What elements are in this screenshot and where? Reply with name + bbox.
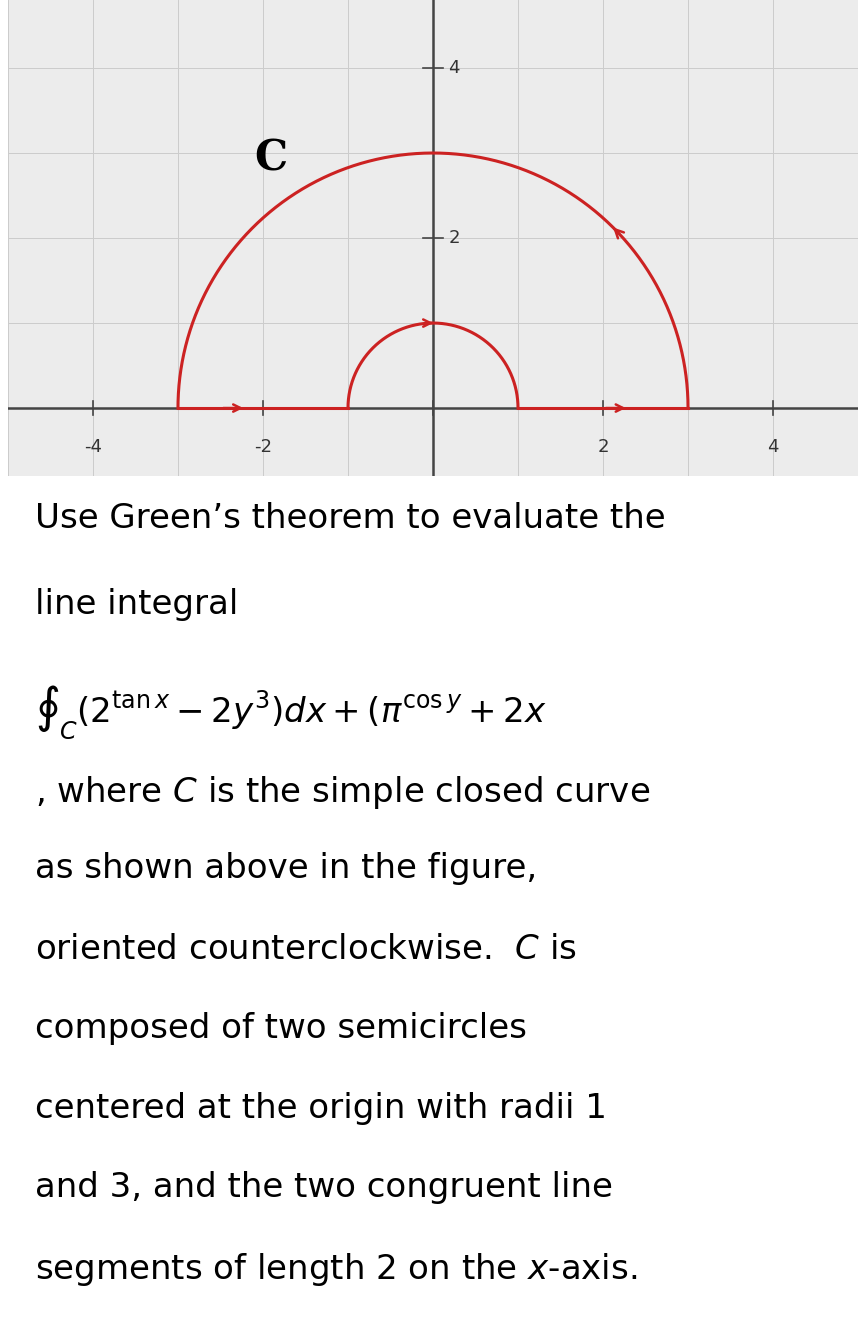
Text: as shown above in the figure,: as shown above in the figure, (35, 853, 537, 885)
Text: Use Green’s theorem to evaluate the: Use Green’s theorem to evaluate the (35, 502, 665, 535)
Text: line integral: line integral (35, 589, 238, 621)
Text: composed of two semicircles: composed of two semicircles (35, 1012, 527, 1046)
Text: segments of length 2 on the $x$-axis.: segments of length 2 on the $x$-axis. (35, 1251, 637, 1289)
Text: 2: 2 (598, 437, 609, 456)
Text: C: C (255, 137, 288, 178)
Text: 2: 2 (449, 229, 460, 247)
Text: -2: -2 (254, 437, 272, 456)
Text: and 3, and the two congruent line: and 3, and the two congruent line (35, 1172, 612, 1204)
Text: -4: -4 (84, 437, 102, 456)
Text: , where $C$ is the simple closed curve: , where $C$ is the simple closed curve (35, 775, 650, 811)
Text: oriented counterclockwise.  $C$ is: oriented counterclockwise. $C$ is (35, 933, 577, 966)
Text: centered at the origin with radii 1: centered at the origin with radii 1 (35, 1092, 606, 1125)
Text: 4: 4 (449, 59, 460, 76)
Text: $\oint_C (2^{\tan x} - 2y^3)dx + (\pi^{\cos y} + 2x$: $\oint_C (2^{\tan x} - 2y^3)dx + (\pi^{\… (35, 684, 546, 742)
Text: 4: 4 (767, 437, 779, 456)
